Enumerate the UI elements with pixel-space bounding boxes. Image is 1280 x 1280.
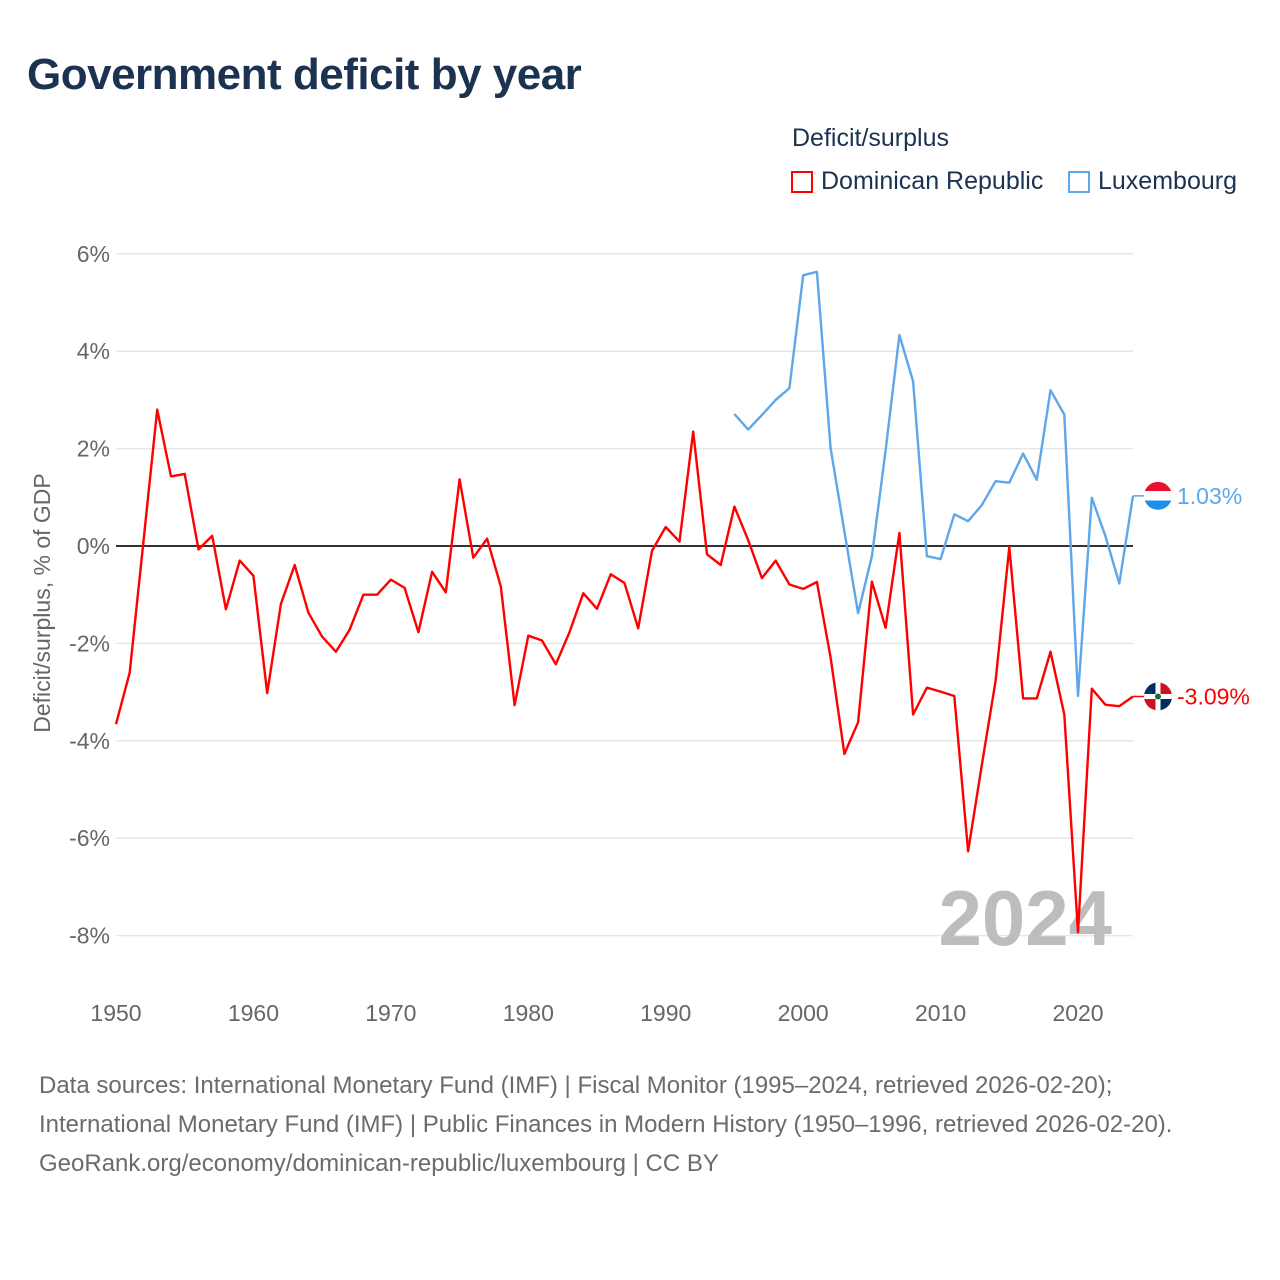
- year-watermark: 2024: [938, 874, 1112, 962]
- y-tick-label: 0%: [77, 533, 110, 559]
- y-axis-label: Deficit/surplus, % of GDP: [29, 473, 55, 732]
- x-tick-label: 2000: [778, 1000, 829, 1026]
- y-tick-label: -8%: [69, 923, 110, 949]
- legend-item-dominican-republic[interactable]: Dominican Republic: [791, 167, 1043, 196]
- data-sources: Data sources: International Monetary Fun…: [39, 1072, 1173, 1138]
- legend-swatch: [791, 170, 813, 193]
- legend-label: Luxembourg: [1098, 167, 1237, 195]
- y-tick-label: -2%: [69, 630, 110, 656]
- series-line-dominican-republic: [114, 408, 1134, 934]
- x-tick-label: 2020: [1052, 1000, 1103, 1026]
- luxembourg-flag-icon: [1144, 481, 1172, 510]
- footer: Data sources: International Monetary Fun…: [39, 1066, 1239, 1183]
- legend-item-luxembourg[interactable]: Luxembourg: [1068, 167, 1237, 196]
- x-tick-label: 1980: [503, 1000, 554, 1026]
- legend-swatch: [1068, 170, 1090, 193]
- dominican-republic-flag-icon: [1144, 682, 1172, 711]
- y-tick-label: -6%: [69, 825, 110, 851]
- series-line-luxembourg: [733, 270, 1135, 698]
- x-tick-label: 1970: [365, 1000, 416, 1026]
- chart-title: Government deficit by year: [27, 50, 582, 99]
- y-tick-label: 4%: [77, 338, 110, 364]
- y-tick-label: 2%: [77, 436, 110, 462]
- x-tick-label: 1960: [228, 1000, 279, 1026]
- line-chart: 6% 4% 2% 0% -2% -4% -6% -8% 1950 1960 1970 1980 1990…: [29, 241, 1250, 1026]
- y-tick-label: 6%: [77, 241, 110, 267]
- x-tick-label: 2010: [915, 1000, 966, 1026]
- x-tick-label: 1990: [640, 1000, 691, 1026]
- legend-title: Deficit/surplus: [792, 124, 949, 152]
- source-link[interactable]: GeoRank.org/economy/dominican-republic/l…: [39, 1150, 719, 1177]
- end-value-label: -3.09%: [1177, 683, 1250, 709]
- y-tick-label: -4%: [69, 728, 110, 754]
- end-value-label: 1.03%: [1177, 483, 1242, 509]
- legend-label: Dominican Republic: [821, 167, 1044, 195]
- x-tick-label: 1950: [90, 1000, 141, 1026]
